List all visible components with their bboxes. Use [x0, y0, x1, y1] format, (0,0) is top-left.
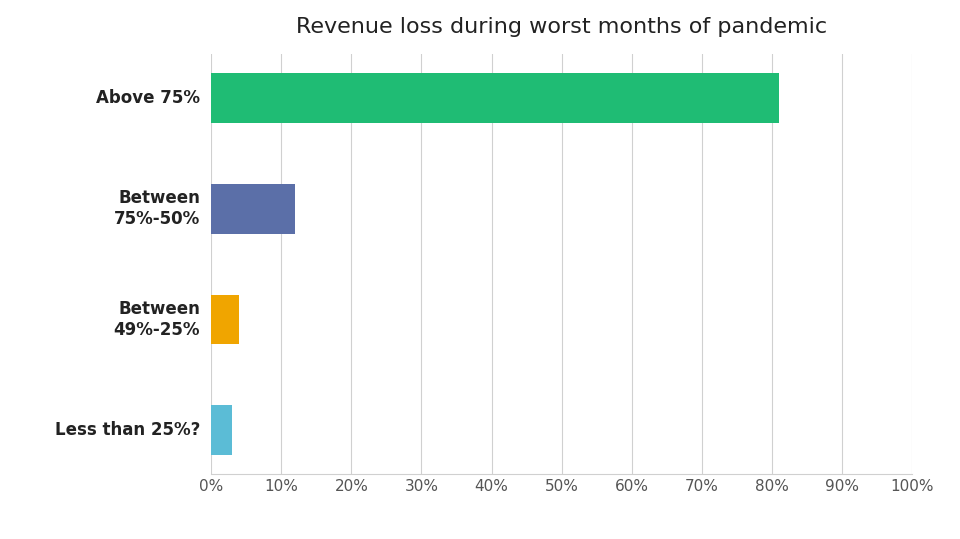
Bar: [211, 295, 239, 344]
Bar: [211, 184, 296, 233]
Bar: [211, 405, 232, 455]
Bar: [211, 73, 779, 123]
Title: Revenue loss during worst months of pandemic: Revenue loss during worst months of pand…: [296, 17, 828, 37]
